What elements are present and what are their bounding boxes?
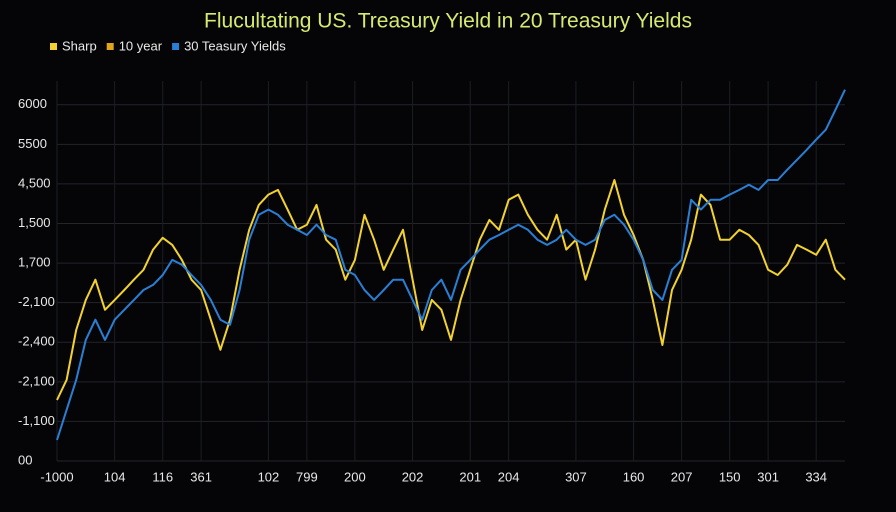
legend-label: 30 Teasury Yields [184,38,286,53]
x-tick-label: -1000 [40,469,73,484]
x-tick-label: 207 [671,469,693,484]
x-tick-label: 204 [498,469,520,484]
legend-swatch [172,43,180,50]
x-tick-label: 104 [104,469,126,484]
x-tick-label: 334 [805,469,827,484]
x-tick-label: 361 [190,469,212,484]
y-tick-label: 1,500 [18,215,51,230]
x-tick-label: 160 [623,469,645,484]
y-tick-label: 5500 [18,136,47,151]
x-tick-label: 102 [258,469,280,484]
y-tick-label: 00 [18,452,32,467]
x-tick-label: 201 [459,469,481,484]
y-tick-label: -2,400 [18,334,55,349]
y-tick-label: 6000 [18,96,47,111]
y-tick-label: -2,100 [18,294,55,309]
series-line [56,179,846,401]
legend-label: 10 year [119,38,163,53]
y-tick-label: 1,700 [18,255,51,270]
series-line [56,89,846,441]
chart-title: Flucultating US. Treasury Yield in 20 Tr… [204,10,692,33]
x-tick-label: 799 [296,469,318,484]
legend-swatch [50,43,57,50]
x-tick-label: 307 [565,469,587,484]
x-tick-label: 301 [757,469,779,484]
x-tick-label: 202 [402,469,424,484]
y-tick-label: 4,500 [18,175,51,190]
x-tick-label: 150 [719,469,741,484]
x-tick-label: 200 [344,469,366,484]
y-tick-label: -1,100 [18,413,55,428]
x-tick-label: 116 [152,469,173,484]
y-tick-label: -2,100 [18,373,55,388]
legend-swatch [106,43,114,50]
legend-label: Sharp [62,38,97,53]
